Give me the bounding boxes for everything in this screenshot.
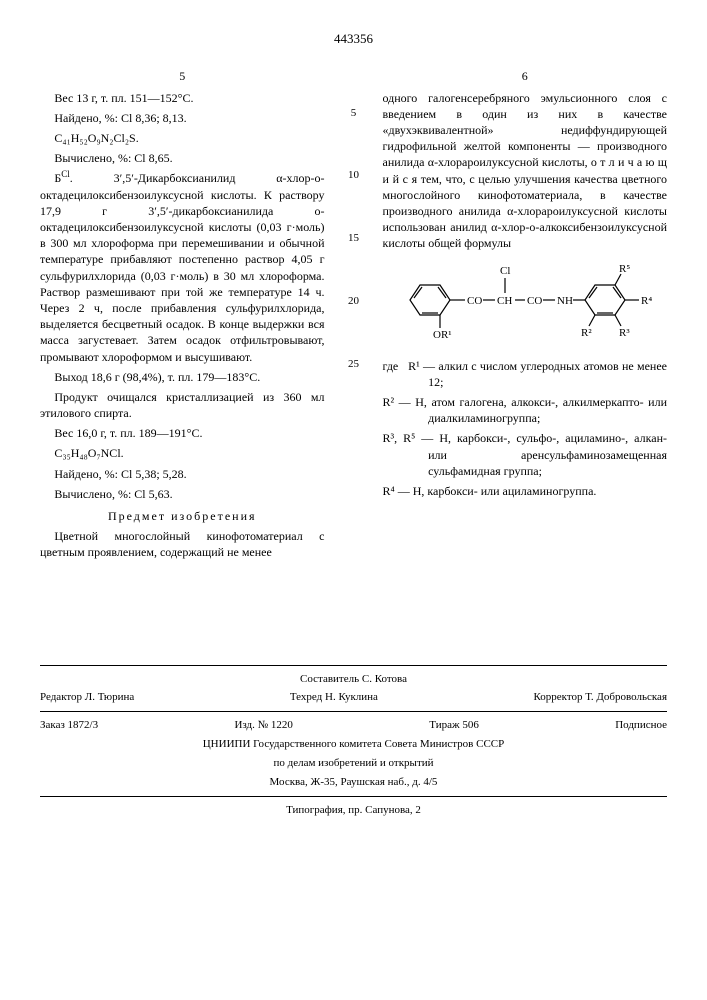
- footer-typo: Типография, пр. Сапунова, 2: [40, 803, 667, 818]
- footer-composer: Составитель С. Котова: [40, 672, 667, 687]
- footer-addr: Москва, Ж-35, Раушская наб., д. 4/5: [40, 775, 667, 790]
- patent-number: 443356: [40, 30, 667, 48]
- col-number-left: 5: [40, 68, 325, 84]
- para: R³, R⁵ — H, карбокси-, сульфо-, ациламин…: [383, 430, 668, 479]
- para: Вес 16,0 г, т. пл. 189—191°C.: [40, 425, 325, 441]
- para: C₄₁H₅₂O₉N₂Cl₂S.: [40, 130, 325, 146]
- where-block: где R¹ — алкил с числом углеродных атомо…: [383, 358, 668, 500]
- footer-org2: по делам изобретений и открытий: [40, 756, 667, 771]
- footer-corrector: Корректор Т. Добровольская: [534, 690, 667, 705]
- svg-text:R⁴: R⁴: [641, 295, 652, 307]
- svg-text:R⁵: R⁵: [619, 263, 630, 275]
- svg-text:CH: CH: [497, 295, 512, 307]
- para: БCl. 3′,5′-Дикарбоксианилид α-хлор-о-окт…: [40, 170, 325, 364]
- two-column-body: 5 Вес 13 г, т. пл. 151—152°C. Найдено, %…: [40, 68, 667, 565]
- para: C₃₅H₄₈O₇NCl.: [40, 445, 325, 461]
- para: Найдено, %: Cl 5,38; 5,28.: [40, 466, 325, 482]
- right-column: 6 одного галогенсеребряного эмульсионног…: [383, 68, 668, 565]
- svg-text:CO: CO: [467, 295, 482, 307]
- footer-editor: Редактор Л. Тюрина: [40, 690, 134, 705]
- para: Найдено, %: Cl 8,36; 8,13.: [40, 110, 325, 126]
- svg-text:Cl: Cl: [500, 265, 510, 277]
- footer-print-info: Заказ 1872/3 Изд. № 1220 Тираж 506 Подпи…: [40, 718, 667, 733]
- para: Цветной многослойный кинофотоматериал с …: [40, 528, 325, 560]
- para: R⁴ — H, карбокси- или ациламиногруппа.: [383, 483, 668, 499]
- svg-text:OR¹: OR¹: [433, 329, 452, 341]
- footer-credits: Редактор Л. Тюрина Техред Н. Куклина Кор…: [40, 690, 667, 705]
- line-num: 20: [345, 294, 363, 309]
- line-num: 25: [345, 357, 363, 372]
- para: одного галогенсеребряного эмульсионного …: [383, 90, 668, 252]
- svg-text:R²: R²: [581, 327, 592, 339]
- para: Вес 13 г, т. пл. 151—152°C.: [40, 90, 325, 106]
- para: Выход 18,6 г (98,4%), т. пл. 179—183°C.: [40, 369, 325, 385]
- chemical-structure: OR¹ Cl CO CH CO NH R² R³ R⁴ R⁵: [383, 260, 668, 350]
- left-column: 5 Вес 13 г, т. пл. 151—152°C. Найдено, %…: [40, 68, 325, 565]
- structure-svg: OR¹ Cl CO CH CO NH R² R³ R⁴ R⁵: [395, 260, 655, 350]
- svg-text:CO: CO: [527, 295, 542, 307]
- line-num: 10: [345, 168, 363, 183]
- para: R² — H, атом галогена, алкокси-, алкилме…: [383, 394, 668, 426]
- footer: Составитель С. Котова Редактор Л. Тюрина…: [40, 665, 667, 818]
- para: Вычислено, %: Cl 8,65.: [40, 150, 325, 166]
- col-number-right: 6: [383, 68, 668, 84]
- para: Продукт очищался кристаллизацией из 360 …: [40, 389, 325, 421]
- subject-heading: Предмет изобретения: [40, 508, 325, 524]
- footer-zakaz: Заказ 1872/3: [40, 718, 98, 733]
- svg-text:R³: R³: [619, 327, 630, 339]
- footer-izd: Изд. № 1220: [234, 718, 292, 733]
- para: Вычислено, %: Cl 5,63.: [40, 486, 325, 502]
- footer-tirazh: Тираж 506: [429, 718, 479, 733]
- line-num: 15: [345, 231, 363, 246]
- footer-tech: Техред Н. Куклина: [290, 690, 378, 705]
- svg-text:NH: NH: [557, 295, 573, 307]
- line-number-gutter: 5 10 15 20 25: [345, 68, 363, 565]
- line-num: 5: [345, 106, 363, 121]
- footer-podpis: Подписное: [615, 718, 667, 733]
- footer-org1: ЦНИИПИ Государственного комитета Совета …: [40, 737, 667, 752]
